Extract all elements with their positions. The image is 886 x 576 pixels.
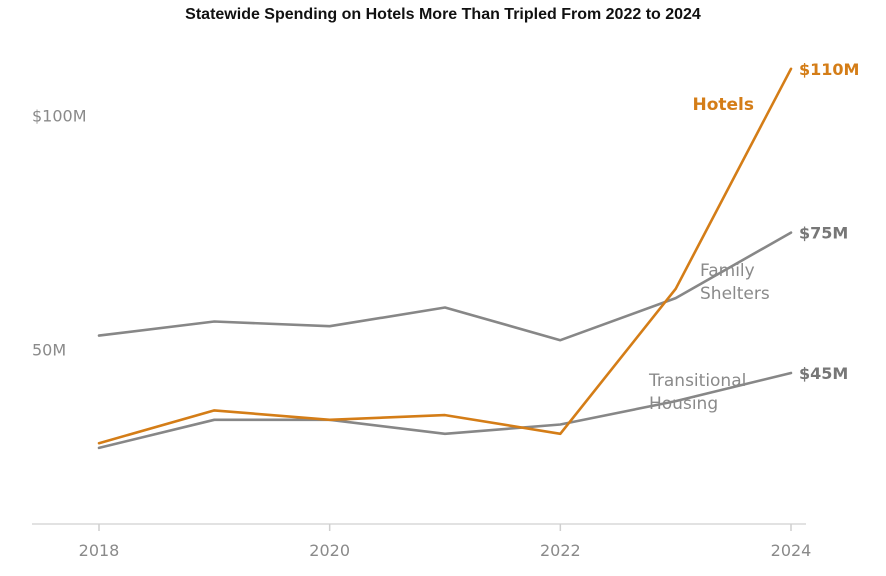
series-line-transitional-housing [97,371,793,450]
x-tick-label-2020: 2020 [309,541,350,560]
x-tick-label-2022: 2022 [540,541,581,560]
series-label-hotels: Hotels [692,95,754,115]
end-label-family-shelters: $75M [799,224,848,243]
x-tick-label-2024: 2024 [771,541,812,560]
chart-title: Statewide Spending on Hotels More Than T… [185,6,701,23]
series-label-line-family-shelters-0: Family [700,261,755,281]
y-tick-label-0: $100M [32,107,87,126]
y-tick-label-1: 50M [32,341,66,360]
series-line-hotels [97,67,793,445]
x-tick-label-2018: 2018 [79,541,120,560]
series-label-line-transitional-housing-1: Housing [649,394,718,414]
series-label-line-family-shelters-1: Shelters [700,284,770,304]
end-label-hotels: $110M [799,60,859,79]
series-label-transitional-housing: Transitional Housing [648,371,746,414]
end-label-transitional-housing: $45M [799,364,848,383]
series-label-line-hotels-0: Hotels [692,95,754,115]
series-label-line-transitional-housing-0: Transitional [648,371,746,391]
series-label-family-shelters: Family Shelters [700,261,770,304]
series-line-family-shelters [97,231,793,342]
